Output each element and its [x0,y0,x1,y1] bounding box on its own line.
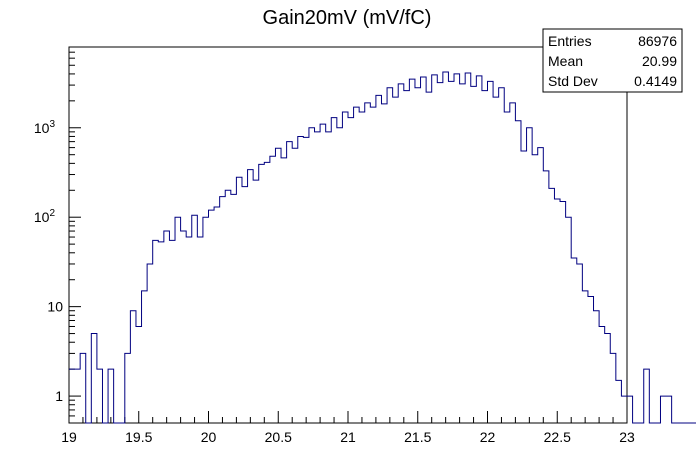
x-tick-label: 19 [61,429,77,445]
x-tick-label: 20 [201,429,217,445]
x-tick-label: 22.5 [544,429,571,445]
y-tick-label: 10 [47,299,63,315]
y-tick-label: 1 [55,388,63,404]
stats-value: 0.4149 [634,73,677,89]
y-tick-exponent: 2 [49,208,55,219]
stats-label: Mean [548,53,583,69]
plot-frame [68,46,628,424]
stats-value: 20.99 [642,53,677,69]
stats-label: Entries [548,33,592,49]
y-tick-label: 102 [34,208,56,225]
histogram-line [69,71,696,424]
stats-box-frame [542,28,683,93]
y-tick-label: 103 [34,119,56,136]
x-tick-label: 22 [480,429,496,445]
x-tick-label: 19.5 [125,429,152,445]
x-tick-label: 20.5 [265,429,292,445]
x-axis: 19 19.5 20 20.5 21 21.5 22 22.5 23 [61,411,635,445]
x-tick-label: 21.5 [404,429,431,445]
chart-title: Gain20mV (mV/fC) [263,7,432,29]
stats-box: Entries 86976 Mean 20.99 Std Dev 0.4149 [542,28,683,93]
x-tick-label: 23 [619,429,635,445]
y-axis: 1 10 102 103 [34,46,81,424]
stats-value: 86976 [638,33,677,49]
x-tick-label: 21 [340,429,356,445]
y-tick-exponent: 3 [49,119,55,130]
stats-label: Std Dev [548,73,598,89]
